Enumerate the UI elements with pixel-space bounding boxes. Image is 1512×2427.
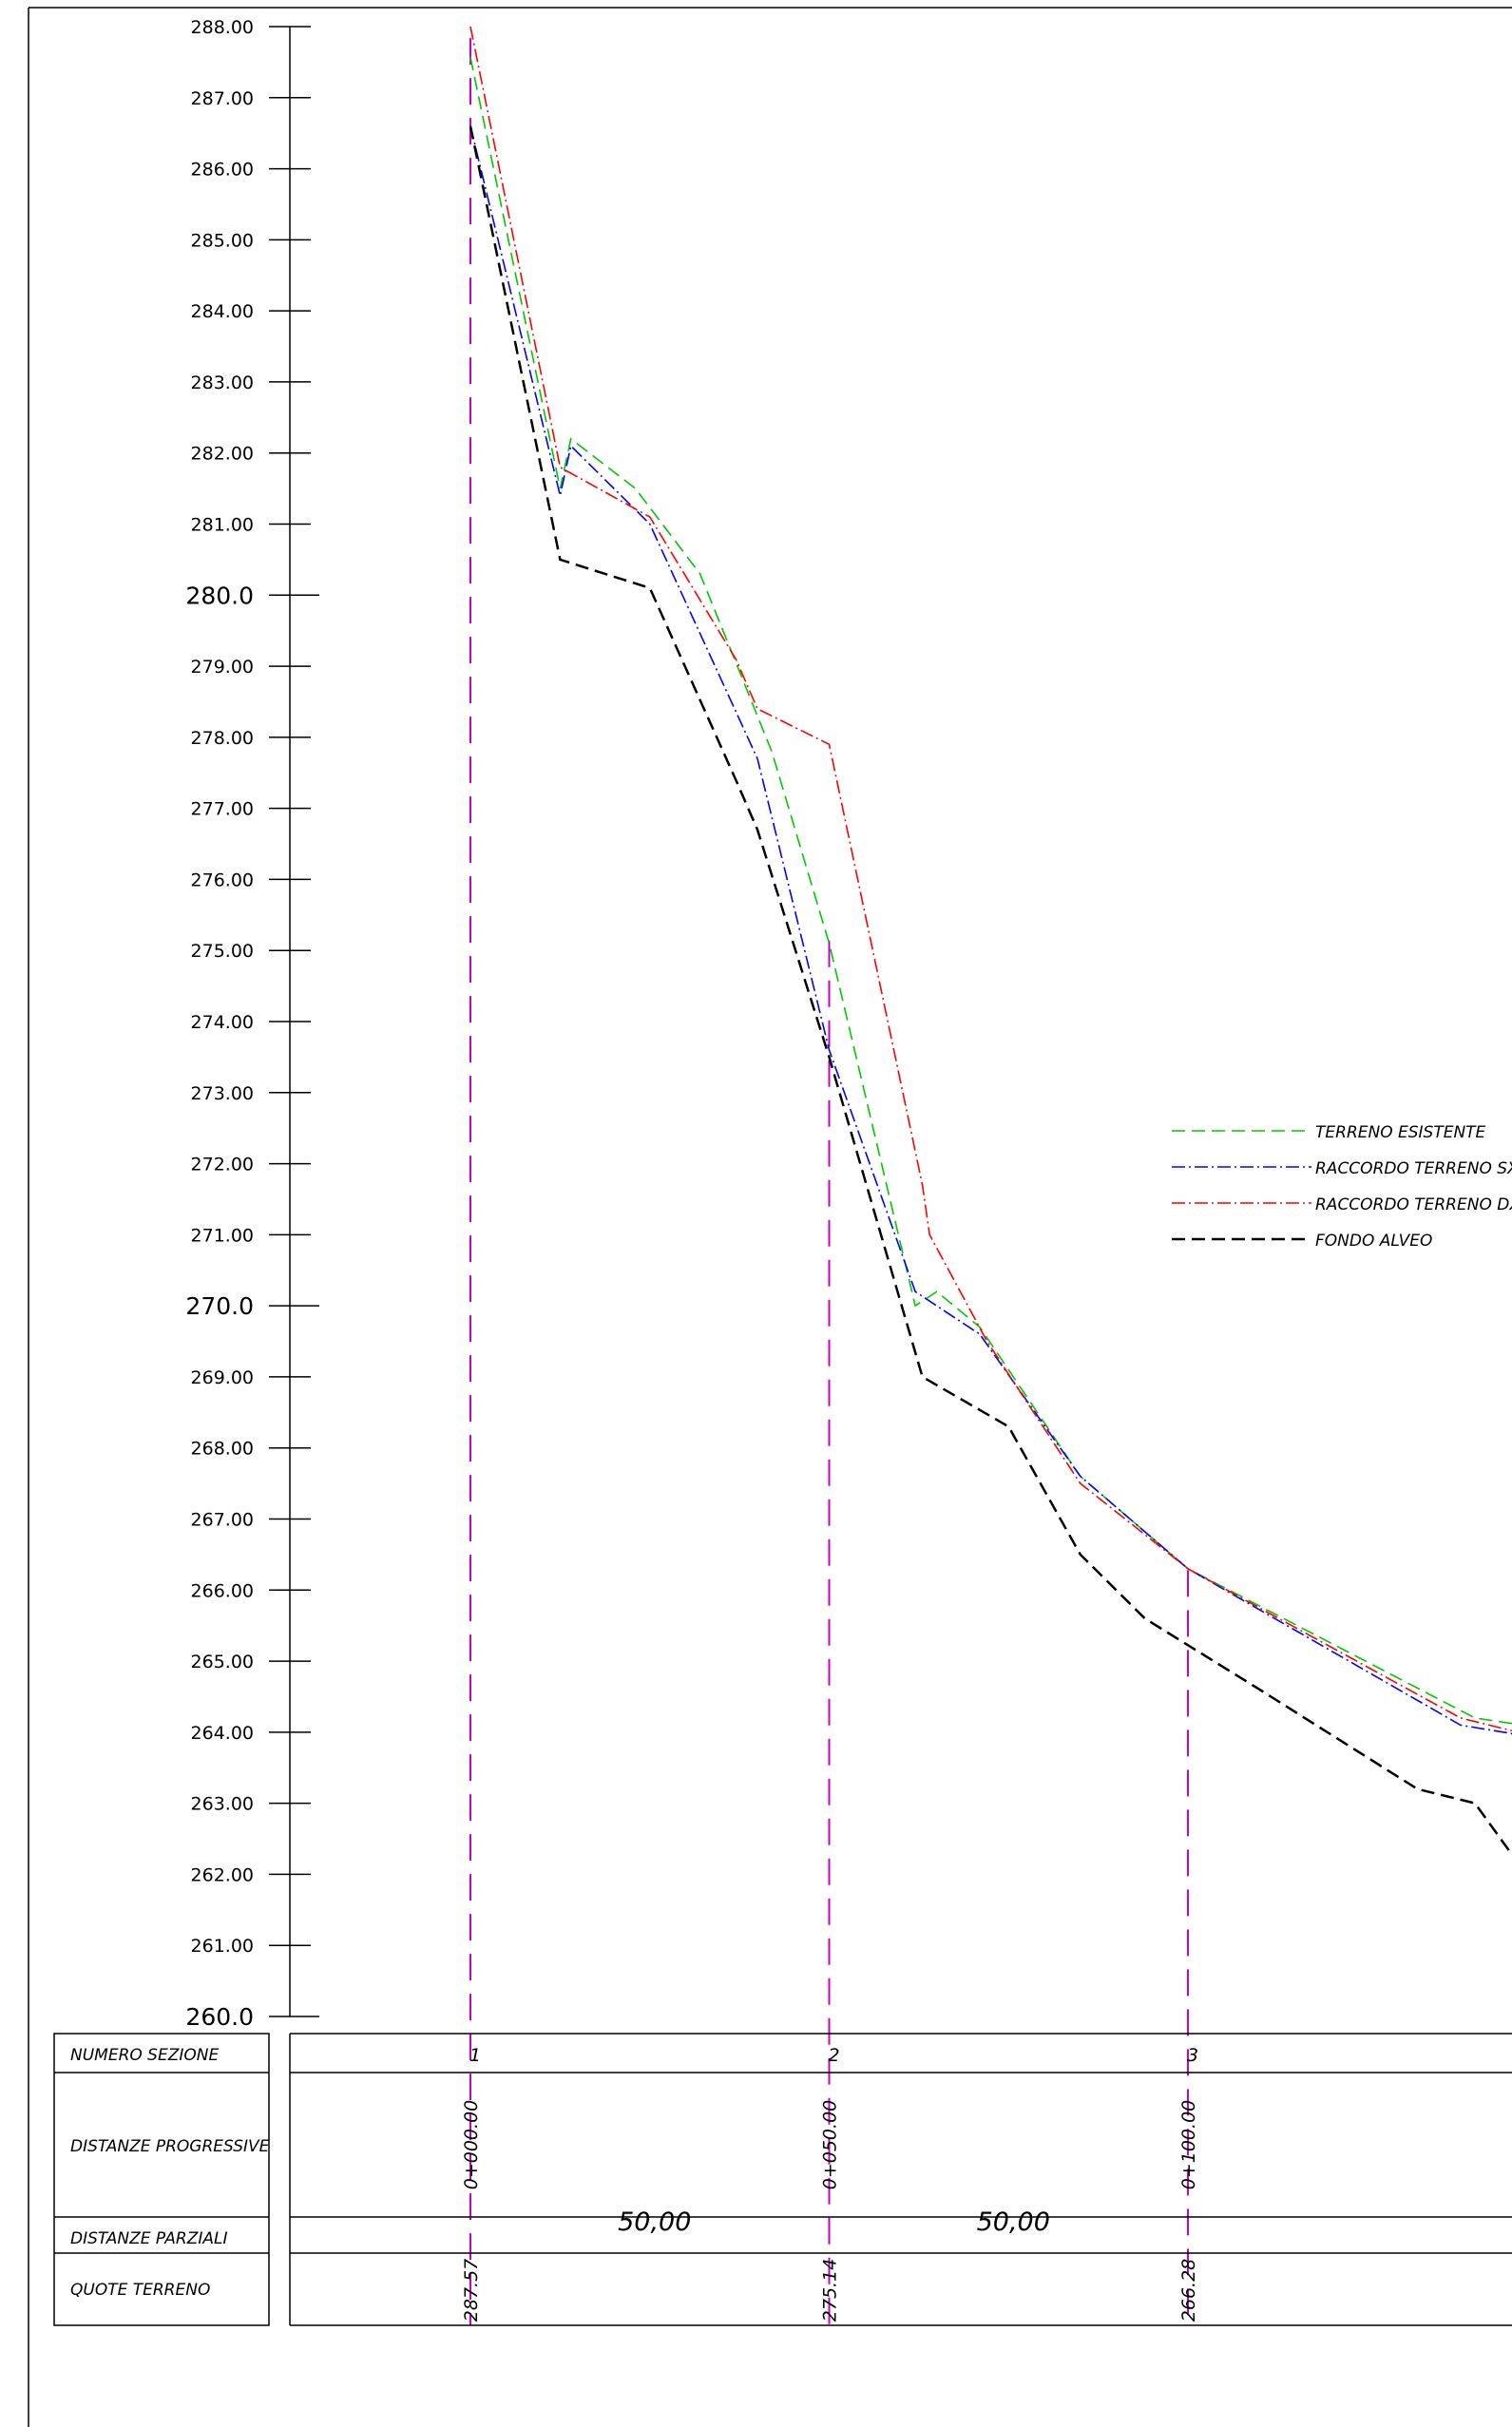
- y-tick-label: 269.00: [191, 1367, 254, 1388]
- section-number: 2: [828, 2045, 839, 2066]
- y-tick-label: 280.0: [185, 582, 254, 609]
- series-line: [469, 125, 1512, 1854]
- y-axis: 288.00 287.00 286.00 285.00 284.00 283.00 282.…: [185, 17, 319, 2031]
- y-tick-label: 279.00: [191, 657, 254, 678]
- legend-label: RACCORDO TERRENO DX: [1315, 1195, 1512, 1214]
- y-tick-label: 264.00: [191, 1723, 254, 1744]
- terrain-elevation: 266.28: [1178, 2259, 1199, 2322]
- series-line: [469, 125, 1512, 1735]
- row-label-progressive: DISTANZE PROGRESSIVE: [70, 2137, 270, 2156]
- y-tick-label: 265.00: [191, 1652, 254, 1672]
- section-lines: [469, 38, 1189, 2325]
- data-table: NUMERO SEZIONE DISTANZE PROGRESSIVE DIST…: [53, 2033, 1512, 2326]
- row-label-section-number: NUMERO SEZIONE: [70, 2046, 219, 2065]
- row-label-terrain: QUOTE TERRENO: [70, 2281, 210, 2300]
- partial-distance: 50,00: [977, 2207, 1050, 2237]
- terrain-elevation: 275.14: [820, 2259, 841, 2322]
- y-tick-label: 288.00: [191, 17, 254, 38]
- y-tick-label: 270.0: [185, 1292, 254, 1320]
- y-tick-label: 286.00: [191, 160, 254, 181]
- y-tick-label: 271.00: [191, 1225, 254, 1246]
- y-tick-label: 262.00: [191, 1864, 254, 1885]
- legend-label: RACCORDO TERRENO SX: [1315, 1159, 1512, 1178]
- y-tick-label: 261.00: [191, 1936, 254, 1957]
- y-tick-label: 266.00: [191, 1580, 254, 1601]
- y-tick-label: 282.00: [191, 444, 254, 465]
- y-tick-label: 267.00: [191, 1510, 254, 1531]
- table-label-box: [53, 2033, 270, 2326]
- table-values: 1 0+000.00 287.57 2 0+050.00 275.14 3 0+100.00 2…: [461, 2045, 1199, 2322]
- section-number: 1: [469, 2045, 481, 2066]
- row-label-partial: DISTANZE PARZIALI: [70, 2229, 227, 2248]
- y-tick-label: 281.00: [191, 515, 254, 536]
- series-lines: [469, 26, 1512, 1854]
- y-tick-label: 260.0: [185, 2003, 254, 2031]
- y-tick-label: 276.00: [191, 870, 254, 890]
- y-tick-label: 272.00: [191, 1155, 254, 1175]
- y-tick-label: 268.00: [191, 1439, 254, 1460]
- y-tick-label: 285.00: [191, 230, 254, 251]
- y-tick-label: 263.00: [191, 1794, 254, 1815]
- y-tick-label: 278.00: [191, 728, 254, 749]
- y-tick-label: 273.00: [191, 1083, 254, 1104]
- section-number: 3: [1187, 2045, 1198, 2066]
- y-tick-label: 277.00: [191, 799, 254, 820]
- y-tick-label: 275.00: [191, 941, 254, 962]
- progressive-distance: 0+000.00: [461, 2100, 482, 2190]
- progressive-distance: 0+050.00: [820, 2100, 841, 2190]
- partial-distance: 50,00: [618, 2207, 691, 2237]
- legend: TERRENO ESISTENTE RACCORDO TERRENO SX RACC…: [1172, 1123, 1512, 1251]
- terrain-elevation: 287.57: [461, 2259, 482, 2322]
- y-tick-label: 283.00: [191, 373, 254, 393]
- y-tick-label: 284.00: [191, 301, 254, 322]
- legend-label: FONDO ALVEO: [1315, 1232, 1432, 1251]
- y-tick-label: 274.00: [191, 1012, 254, 1033]
- y-tick-label: 287.00: [191, 88, 254, 109]
- legend-label: TERRENO ESISTENTE: [1315, 1123, 1486, 1142]
- progressive-distance: 0+100.00: [1178, 2100, 1199, 2190]
- series-line: [469, 26, 1512, 1732]
- series-line: [469, 57, 1512, 1725]
